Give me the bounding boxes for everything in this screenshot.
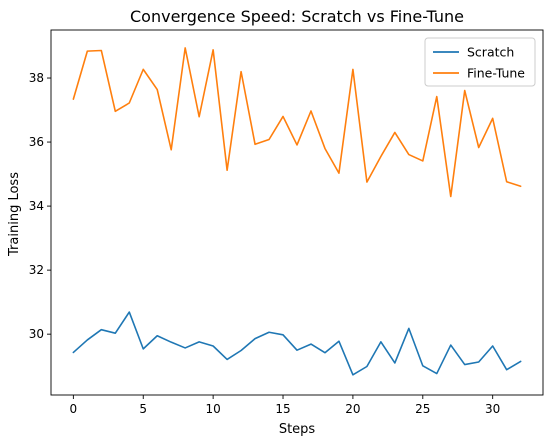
y-axis-label: Training Loss <box>7 172 22 257</box>
legend-label: Fine-Tune <box>467 66 525 81</box>
y-tick-label: 38 <box>29 71 44 85</box>
y-tick-label: 34 <box>29 199 44 213</box>
axes-layer: 0 5 10 15 20 25 30 30 32 34 36 38 <box>29 29 544 416</box>
x-tick-label: 25 <box>415 402 430 416</box>
series-line-fine-tune <box>72 47 522 198</box>
legend: Scratch Fine-Tune <box>424 37 536 87</box>
x-tick-label: 5 <box>139 402 147 416</box>
legend-box <box>424 37 536 87</box>
plot-frame <box>50 29 544 396</box>
x-tick-label: 20 <box>345 402 360 416</box>
legend-label: Scratch <box>467 45 514 60</box>
x-tick-label: 10 <box>205 402 220 416</box>
y-tick-label: 36 <box>29 135 44 149</box>
chart-title: Convergence Speed: Scratch vs Fine-Tune <box>130 7 464 26</box>
y-tick-label: 32 <box>29 263 44 277</box>
x-axis-label: Steps <box>279 422 316 437</box>
x-tick-label: 30 <box>485 402 500 416</box>
series-line-scratch <box>72 311 522 376</box>
y-tick-label: 30 <box>29 327 44 341</box>
series-layer <box>72 47 522 376</box>
x-tick-label: 15 <box>275 402 290 416</box>
x-tick-label: 0 <box>70 402 78 416</box>
